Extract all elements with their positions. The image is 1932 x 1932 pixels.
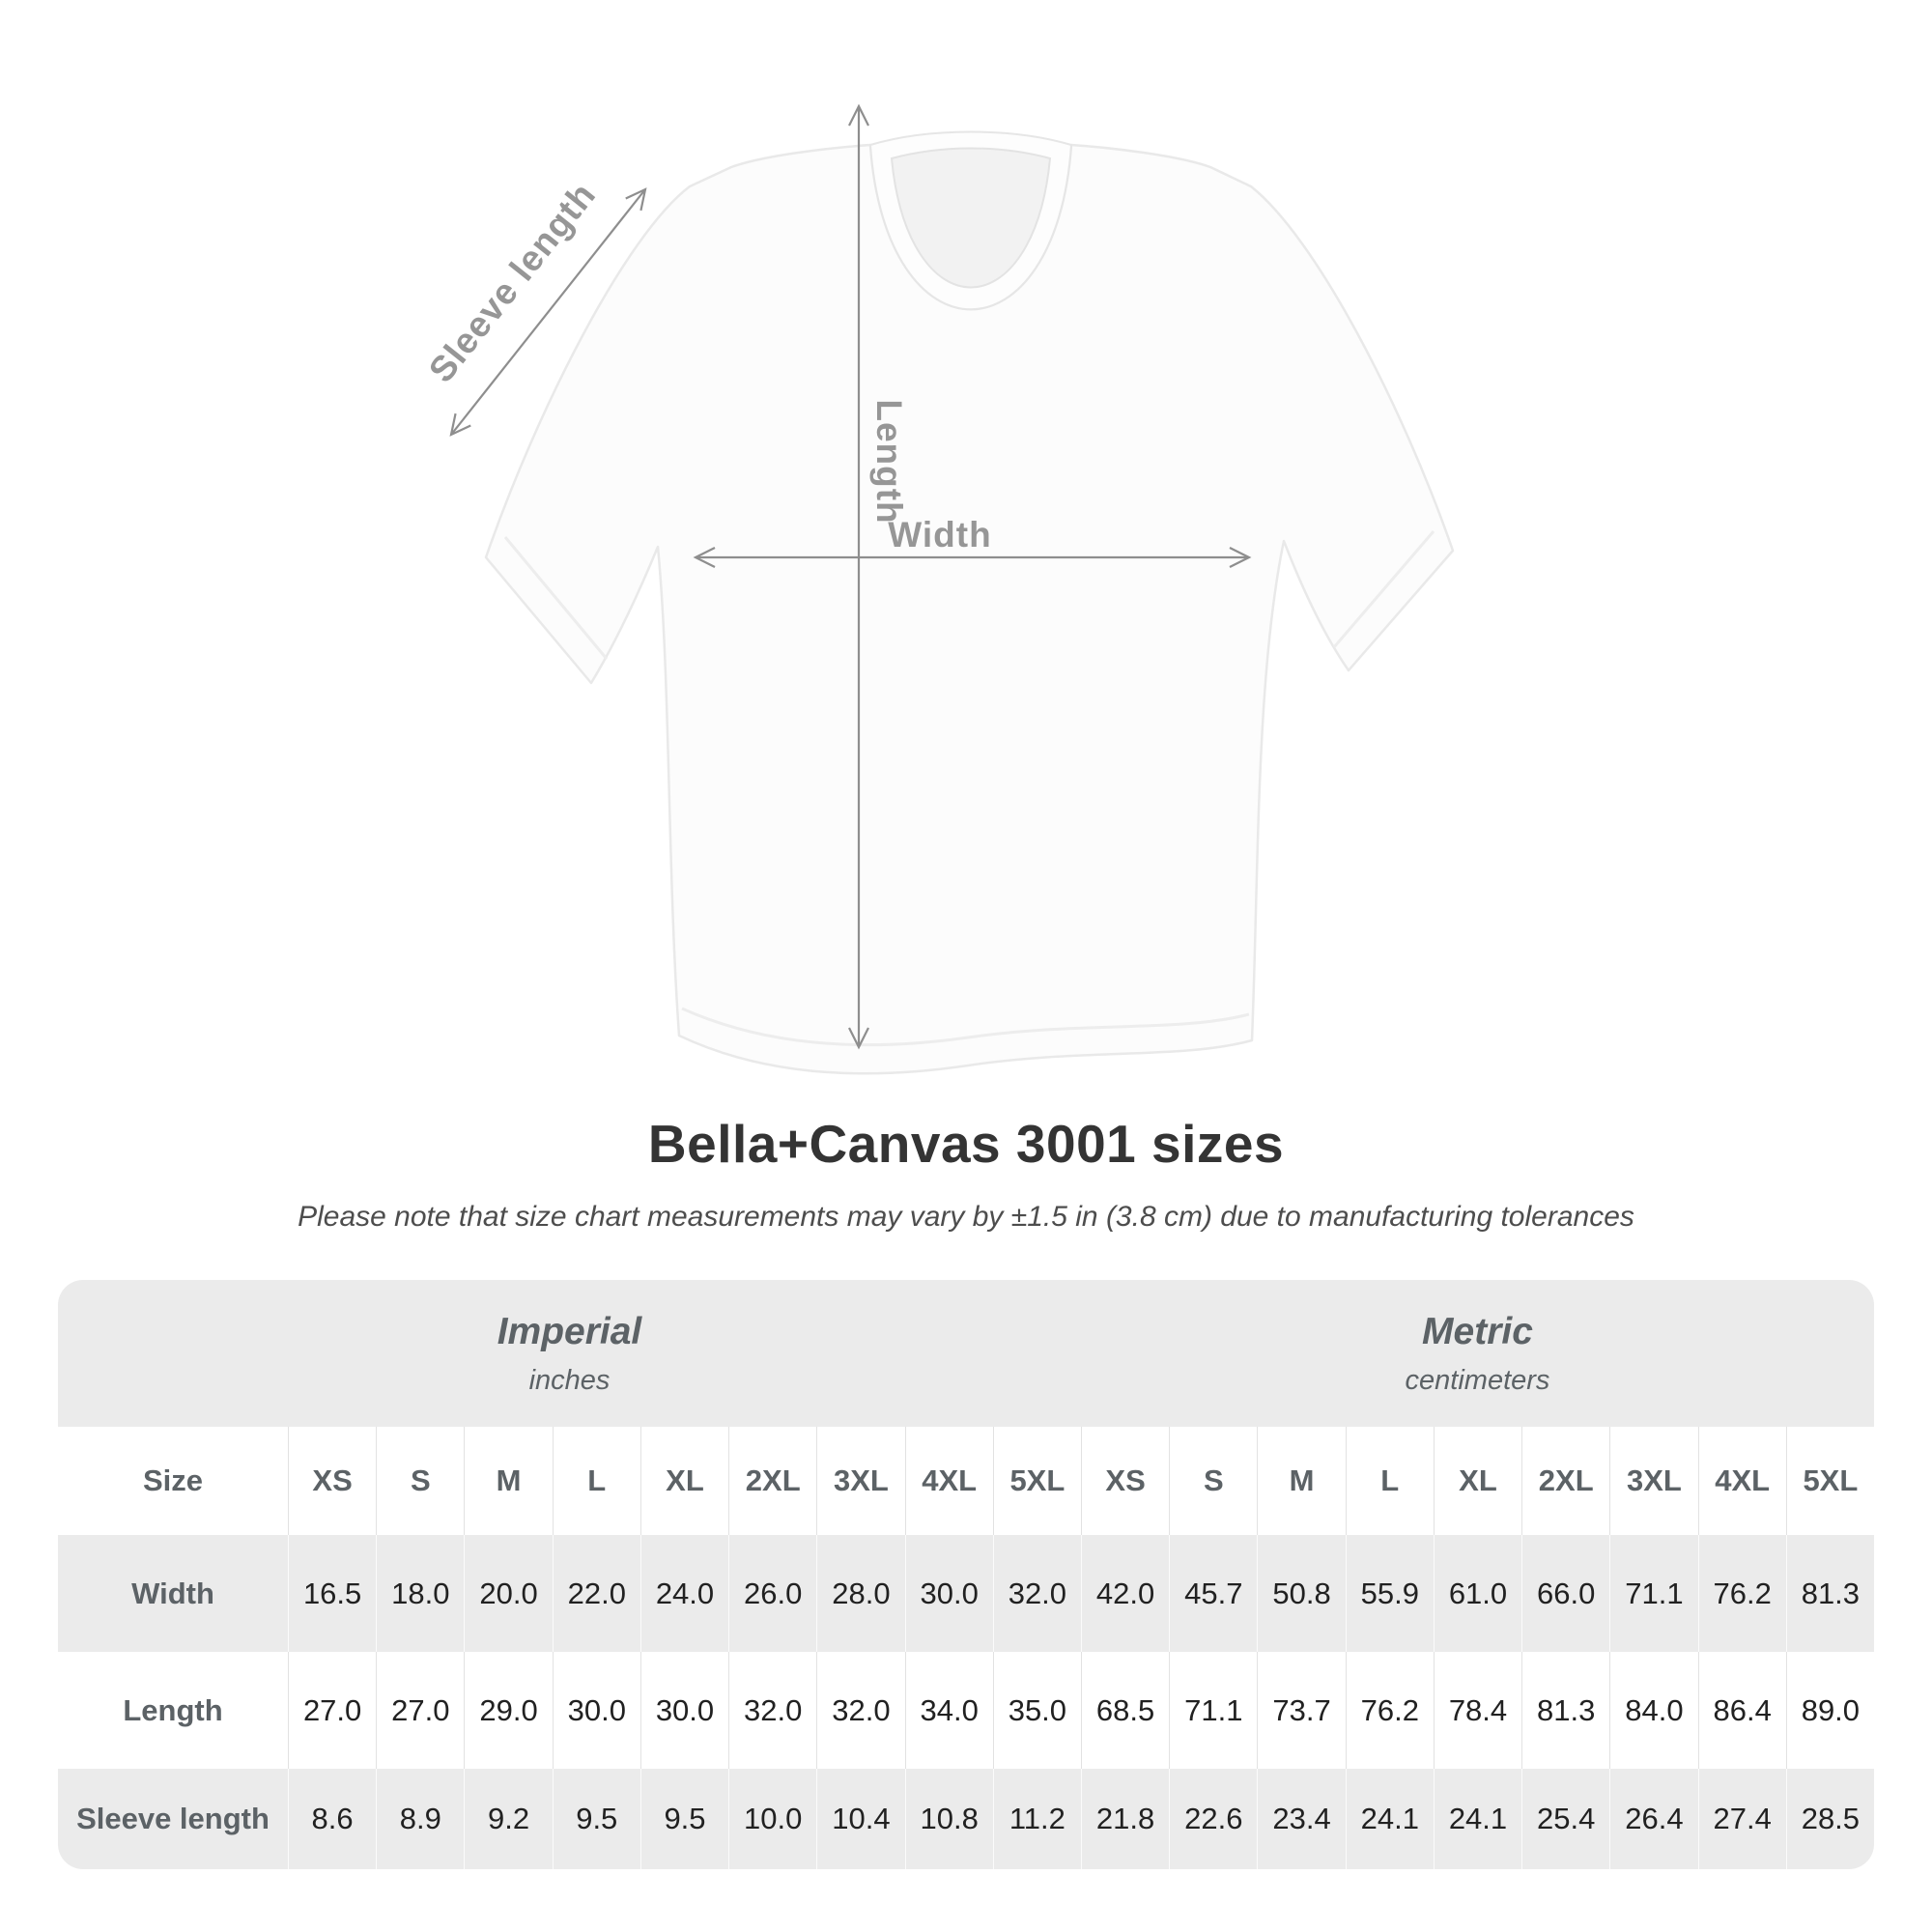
value-cell: 18.0 [376,1535,465,1652]
size-col-header: L [552,1427,640,1535]
value-cell: 21.8 [1080,1769,1170,1869]
row-label: Length [58,1652,288,1769]
value-cell: 73.7 [1257,1652,1346,1769]
value-cell: 27.0 [376,1652,465,1769]
size-col-header: 2XL [1521,1427,1610,1535]
value-cell: 61.0 [1433,1535,1522,1652]
value-cell: 42.0 [1080,1535,1170,1652]
row-label: Width [58,1535,288,1652]
value-cell: 10.0 [728,1769,817,1869]
value-cell: 27.4 [1697,1769,1786,1869]
size-col-header: XS [1080,1427,1170,1535]
size-col-header: 5XL [992,1427,1081,1535]
value-cell: 24.1 [1345,1769,1434,1869]
sleeve-length-arrow [449,187,647,437]
page-title: Bella+Canvas 3001 sizes [647,1114,1285,1174]
size-col-header: XL [1433,1427,1522,1535]
value-cell: 84.0 [1609,1652,1698,1769]
value-cell: 9.5 [552,1769,640,1869]
value-cell: 35.0 [992,1652,1081,1769]
size-col-header: 4XL [1697,1427,1786,1535]
value-cell: 27.0 [288,1652,377,1769]
value-cell: 32.0 [992,1535,1081,1652]
tshirt-body [484,143,1455,1075]
value-cell: 50.8 [1257,1535,1346,1652]
value-cell: 78.4 [1433,1652,1522,1769]
size-col-header: M [464,1427,553,1535]
value-cell: 26.4 [1609,1769,1698,1869]
width-label: Width [888,515,991,554]
value-cell: 9.2 [464,1769,553,1869]
tshirt-size-diagram: Sleeve length Length Width [421,103,1455,1075]
value-cell: 26.0 [728,1535,817,1652]
unit-group-unit: inches [528,1364,611,1396]
size-table: Imperial inches Metric centimeters Size … [58,1280,1874,1869]
value-cell: 81.3 [1521,1652,1610,1769]
value-cell: 30.0 [904,1535,993,1652]
heading-block: Bella+Canvas 3001 sizes Please note that… [0,1113,1932,1234]
value-cell: 68.5 [1080,1652,1170,1769]
value-cell: 9.5 [639,1769,729,1869]
size-col-header: L [1345,1427,1434,1535]
value-cell: 29.0 [464,1652,553,1769]
value-cell: 71.1 [1169,1652,1258,1769]
value-cell: 25.4 [1521,1769,1610,1869]
tshirt-illustration [484,130,1455,1075]
value-cell: 30.0 [639,1652,729,1769]
value-cell: 24.0 [639,1535,729,1652]
value-cell: 22.0 [552,1535,640,1652]
value-cell: 34.0 [904,1652,993,1769]
value-cell: 22.6 [1169,1769,1258,1869]
value-cell: 76.2 [1697,1535,1786,1652]
size-col-header: S [376,1427,465,1535]
value-cell: 89.0 [1785,1652,1874,1769]
value-cell: 81.3 [1785,1535,1874,1652]
value-cell: 71.1 [1609,1535,1698,1652]
unit-group-name: Imperial [497,1310,642,1352]
value-cell: 23.4 [1257,1769,1346,1869]
value-cell: 32.0 [816,1652,905,1769]
value-cell: 8.6 [288,1769,377,1869]
value-cell: 28.5 [1785,1769,1874,1869]
size-col-header: 3XL [1609,1427,1698,1535]
value-cell: 10.4 [816,1769,905,1869]
value-cell: 45.7 [1169,1535,1258,1652]
size-col-header: XS [288,1427,377,1535]
unit-group-name: Metric [1422,1310,1533,1352]
value-cell: 28.0 [816,1535,905,1652]
value-cell: 20.0 [464,1535,553,1652]
tshirt-seams [503,530,1435,1047]
size-col-header: XL [639,1427,729,1535]
value-cell: 16.5 [288,1535,377,1652]
size-col-header: 5XL [1785,1427,1874,1535]
tolerance-note: Please note that size chart measurements… [298,1201,1634,1233]
size-column-header: Size [58,1427,288,1535]
value-cell: 24.1 [1433,1769,1522,1869]
value-cell: 32.0 [728,1652,817,1769]
value-cell: 8.9 [376,1769,465,1869]
size-col-header: S [1169,1427,1258,1535]
value-cell: 55.9 [1345,1535,1434,1652]
unit-group-unit: centimeters [1405,1364,1550,1396]
value-cell: 10.8 [904,1769,993,1869]
collar [868,130,1073,311]
unit-band-metric: Metric centimeters [1080,1280,1874,1427]
size-col-header: 2XL [728,1427,817,1535]
value-cell: 86.4 [1697,1652,1786,1769]
value-cell: 76.2 [1345,1652,1434,1769]
size-col-header: 4XL [904,1427,993,1535]
unit-band-imperial: Imperial inches [58,1280,1081,1427]
row-label: Sleeve length [58,1769,288,1869]
size-col-header: 3XL [816,1427,905,1535]
value-cell: 11.2 [992,1769,1081,1869]
length-label: Length [869,399,909,524]
value-cell: 66.0 [1521,1535,1610,1652]
size-col-header: M [1257,1427,1346,1535]
value-cell: 30.0 [552,1652,640,1769]
